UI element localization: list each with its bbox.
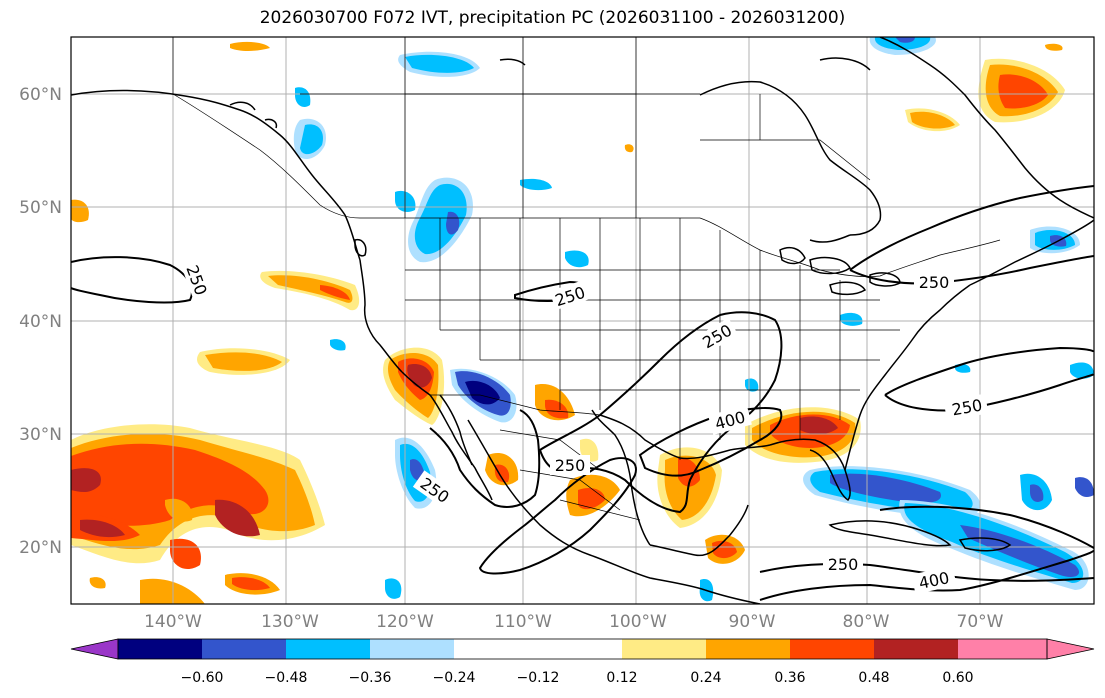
lat-label-20n: 20°N [19, 538, 62, 558]
colorbar-swatch-8 [706, 639, 790, 659]
colorbar-swatch-5 [454, 639, 538, 659]
cbar-tick-m012: −0.12 [517, 670, 560, 686]
lon-label-70w: 70°W [957, 612, 1004, 632]
lon-label-110w: 110°W [494, 612, 552, 632]
colorbar-swatch-3 [286, 639, 370, 659]
ivt-contour-labels: 250 250 250 250 250 250 250 400 250 400 [181, 260, 989, 595]
coastlines [71, 37, 1094, 604]
lon-label-90w: 90°W [729, 612, 776, 632]
contour-label-250-h: 250 [828, 555, 859, 574]
contour-label-250-f: 250 [555, 456, 586, 475]
colorbar-swatch-6 [538, 639, 622, 659]
cbar-tick-060: 0.60 [942, 670, 973, 686]
cbar-tick-m024: −0.24 [433, 670, 476, 686]
contour-label-250-d: 250 [919, 273, 950, 292]
colorbar-swatch-10 [874, 639, 958, 659]
map-content: 250 250 250 250 250 250 250 400 250 400 [71, 37, 1094, 604]
cbar-tick-048: 0.48 [858, 670, 889, 686]
ivt-contours [71, 185, 1094, 601]
cbar-tick-036: 0.36 [774, 670, 805, 686]
latitude-labels: 20°N 30°N 40°N 50°N 60°N [19, 85, 62, 558]
colorbar-swatch-4 [370, 639, 454, 659]
colorbar-extend-high [1046, 638, 1095, 660]
political-borders [172, 37, 1001, 521]
colorbar-swatch-2 [202, 639, 286, 659]
cbar-tick-024: 0.24 [690, 670, 721, 686]
colorbar-extend-low [70, 638, 119, 660]
cbar-tick-m060: −0.60 [181, 670, 224, 686]
longitude-labels: 140°W 130°W 120°W 110°W 100°W 90°W 80°W … [144, 612, 1004, 632]
lon-label-130w: 130°W [261, 612, 319, 632]
lon-label-120w: 120°W [376, 612, 434, 632]
cbar-tick-012: 0.12 [606, 670, 637, 686]
cbar-tick-m036: −0.36 [349, 670, 392, 686]
lon-label-100w: 100°W [609, 612, 667, 632]
map-title: 2026030700 F072 IVT, precipitation PC (2… [259, 8, 846, 28]
lat-label-30n: 30°N [19, 425, 62, 445]
colorbar-tick-labels: −0.60 −0.48 −0.36 −0.24 −0.12 0.12 0.24 … [181, 670, 974, 686]
lat-label-50n: 50°N [19, 198, 62, 218]
lat-label-40n: 40°N [19, 312, 62, 332]
precip-positive-shading [71, 41, 1065, 604]
lat-label-60n: 60°N [19, 85, 62, 105]
colorbar-swatch-11 [958, 639, 1047, 659]
map-frame [70, 36, 1095, 605]
colorbar-swatch-7 [622, 639, 706, 659]
lon-label-140w: 140°W [144, 612, 202, 632]
cbar-tick-m048: −0.48 [265, 670, 308, 686]
colorbar-swatch-1 [118, 639, 202, 659]
colorbar-swatch-9 [790, 639, 874, 659]
colorbar [70, 638, 1095, 660]
lon-label-80w: 80°W [843, 612, 890, 632]
